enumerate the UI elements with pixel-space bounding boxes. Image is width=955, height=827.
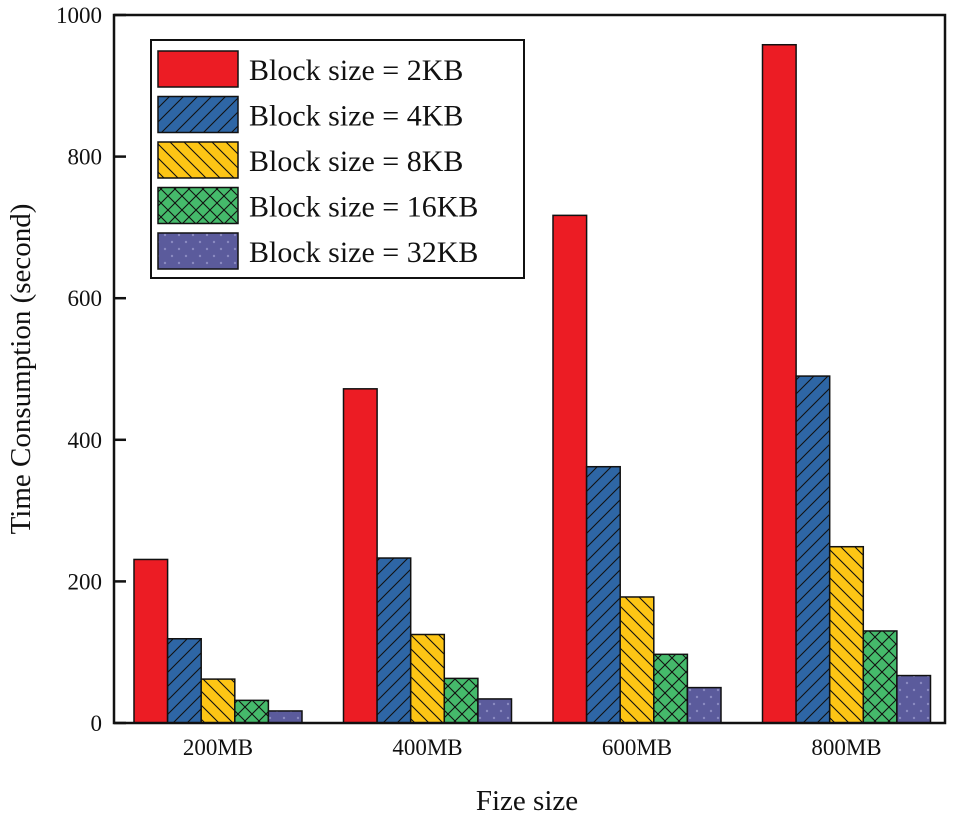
bar-400MB-series-3 bbox=[443, 677, 479, 724]
legend-item: Block size = 4KB bbox=[157, 95, 463, 134]
bar-600MB-series-3 bbox=[653, 653, 689, 724]
bars bbox=[133, 43, 932, 724]
legend-label: Block size = 32KB bbox=[249, 236, 478, 269]
legend-swatch bbox=[157, 95, 239, 134]
y-tick-label: 1000 bbox=[56, 3, 102, 28]
bar-400MB-series-1 bbox=[376, 557, 412, 724]
legend-item: Block size = 8KB bbox=[157, 141, 463, 179]
bar-800MB-series-0 bbox=[761, 43, 797, 724]
x-tick-label: 200MB bbox=[183, 735, 253, 760]
legend-swatch bbox=[157, 232, 239, 270]
bar-400MB-series-4 bbox=[477, 698, 513, 724]
legend-item: Block size = 2KB bbox=[157, 50, 463, 88]
bar-800MB-series-1 bbox=[795, 375, 831, 724]
legend-item: Block size = 16KB bbox=[157, 186, 478, 225]
legend-label: Block size = 16KB bbox=[249, 191, 478, 224]
bar-200MB-series-1 bbox=[166, 637, 202, 724]
bar-600MB-series-4 bbox=[686, 686, 722, 724]
y-axis-label: Time Consumption (second) bbox=[5, 204, 37, 535]
bar-600MB-series-2 bbox=[619, 596, 655, 724]
x-tick-label: 600MB bbox=[602, 735, 672, 760]
y-tick-label: 800 bbox=[68, 145, 103, 170]
y-axis: 0 200 400 600 800 1000 bbox=[56, 3, 126, 736]
bar-800MB-series-3 bbox=[862, 630, 898, 724]
bar-600MB-series-0 bbox=[552, 214, 588, 724]
legend-swatch bbox=[157, 186, 239, 225]
bar-400MB-series-0 bbox=[342, 388, 378, 724]
bar-800MB-series-4 bbox=[896, 674, 932, 724]
bar-200MB-series-0 bbox=[133, 558, 169, 724]
legend-label: Block size = 4KB bbox=[249, 100, 463, 133]
legend-item: Block size = 32KB bbox=[157, 232, 478, 270]
bar-800MB-series-2 bbox=[828, 545, 865, 724]
x-tick-label: 800MB bbox=[811, 735, 881, 760]
legend-swatch bbox=[157, 50, 239, 88]
legend: Block size = 2KB Block size = 4KB Block si… bbox=[150, 39, 525, 279]
bar-200MB-series-4 bbox=[267, 710, 303, 724]
x-tick-label: 400MB bbox=[392, 735, 462, 760]
y-tick-label: 200 bbox=[68, 569, 103, 594]
bar-600MB-series-1 bbox=[585, 465, 621, 724]
y-tick-label: 0 bbox=[91, 711, 103, 736]
y-tick-label: 600 bbox=[68, 286, 103, 311]
bar-200MB-series-3 bbox=[234, 699, 270, 724]
legend-swatch bbox=[157, 141, 239, 179]
bar-400MB-series-2 bbox=[409, 633, 446, 724]
legend-label: Block size = 2KB bbox=[249, 54, 463, 87]
x-axis: 200MB 400MB 600MB 800MB bbox=[183, 735, 882, 760]
bar-200MB-series-2 bbox=[200, 678, 236, 724]
plot-frame bbox=[112, 13, 947, 725]
legend-label: Block size = 8KB bbox=[249, 145, 463, 178]
x-axis-label: Fize size bbox=[476, 785, 578, 817]
y-tick-label: 400 bbox=[68, 428, 103, 453]
